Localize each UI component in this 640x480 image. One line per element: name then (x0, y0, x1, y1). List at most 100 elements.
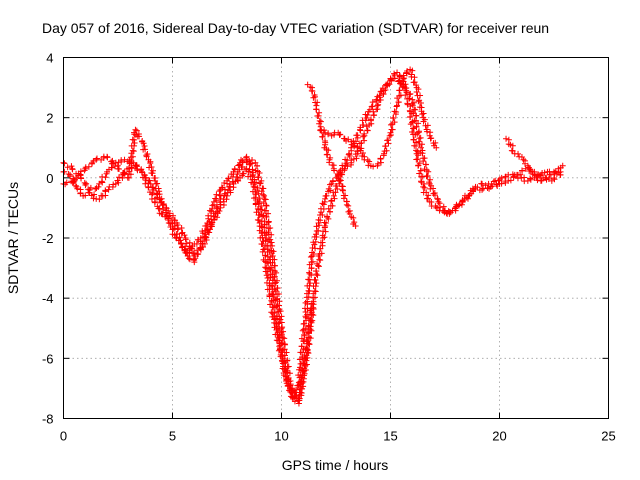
data-point (262, 268, 269, 275)
y-tick-label: 4 (46, 51, 53, 66)
data-point (114, 177, 121, 184)
data-point (111, 163, 118, 170)
data-point (64, 164, 71, 171)
data-point (397, 80, 404, 87)
data-point (274, 302, 281, 309)
data-point (129, 147, 136, 154)
data-point (382, 143, 389, 150)
data-point (343, 160, 350, 167)
data-point (142, 146, 149, 153)
data-point (100, 155, 107, 162)
data-point (332, 189, 339, 196)
data-point (518, 154, 525, 161)
data-point (386, 81, 393, 88)
data-point (416, 170, 423, 177)
data-point (409, 102, 416, 109)
data-point (258, 188, 265, 195)
data-point (61, 168, 68, 175)
data-point (406, 95, 413, 102)
chart-title: Day 057 of 2016, Sidereal Day-to-day VTE… (42, 20, 549, 36)
data-point (510, 174, 517, 181)
data-point (526, 166, 533, 173)
data-point (192, 255, 199, 262)
data-point (255, 173, 262, 180)
data-point (310, 94, 317, 101)
data-point (259, 241, 266, 248)
data-point (254, 205, 261, 212)
data-point (420, 158, 427, 165)
data-point (239, 170, 246, 177)
data-point (254, 162, 261, 169)
data-point (517, 171, 524, 178)
data-point (404, 101, 411, 108)
data-point (419, 150, 426, 157)
y-tick-label: -8 (42, 412, 54, 427)
data-point (258, 202, 265, 209)
data-point (370, 163, 377, 170)
data-point (307, 317, 314, 324)
data-point (397, 92, 404, 99)
data-point (95, 183, 102, 190)
data-point (325, 147, 332, 154)
data-point (345, 202, 352, 209)
data-point (259, 234, 266, 241)
data-point (83, 180, 90, 187)
data-point (313, 106, 320, 113)
data-point (309, 301, 316, 308)
data-point (437, 204, 444, 211)
data-point (227, 183, 234, 190)
data-point (353, 155, 360, 162)
data-point (105, 186, 112, 193)
data-point (452, 204, 459, 211)
data-point (272, 288, 279, 295)
data-point (386, 132, 393, 139)
data-point (214, 214, 221, 221)
data-point (318, 250, 325, 257)
data-point (136, 133, 143, 140)
data-point (88, 160, 95, 167)
data-point (61, 160, 68, 167)
data-point (149, 170, 156, 177)
data-point (422, 161, 429, 168)
data-point (311, 233, 318, 240)
data-point (250, 183, 257, 190)
data-point (266, 265, 273, 272)
data-point (96, 196, 103, 203)
data-point (183, 250, 190, 257)
data-point (366, 106, 373, 113)
data-point (543, 174, 550, 181)
data-point (261, 196, 268, 203)
data-point (306, 276, 313, 283)
data-point (133, 127, 140, 134)
data-point (275, 291, 282, 298)
data-point (63, 179, 70, 186)
data-point (374, 160, 381, 167)
data-point (310, 304, 317, 311)
data-point (303, 352, 310, 359)
data-point (300, 378, 307, 385)
data-point (93, 155, 100, 162)
data-point (165, 216, 172, 223)
data-point (396, 87, 403, 94)
data-point (354, 132, 361, 139)
data-point (261, 224, 268, 231)
y-tick-label: -2 (42, 231, 54, 246)
data-point (415, 129, 422, 136)
data-point (330, 192, 337, 199)
data-point (156, 191, 163, 198)
data-point (258, 230, 265, 237)
data-point (316, 117, 323, 124)
data-point (425, 195, 432, 202)
data-point (444, 210, 451, 217)
data-point (413, 89, 420, 96)
data-point (307, 280, 314, 287)
data-point (221, 186, 228, 193)
data-point (305, 315, 312, 322)
data-point (82, 182, 89, 189)
y-tick-label: 0 (46, 171, 53, 186)
data-point (148, 163, 155, 170)
data-point (308, 327, 315, 334)
data-point (140, 140, 147, 147)
data-point (266, 293, 273, 300)
y-tick-label: 2 (46, 111, 53, 126)
